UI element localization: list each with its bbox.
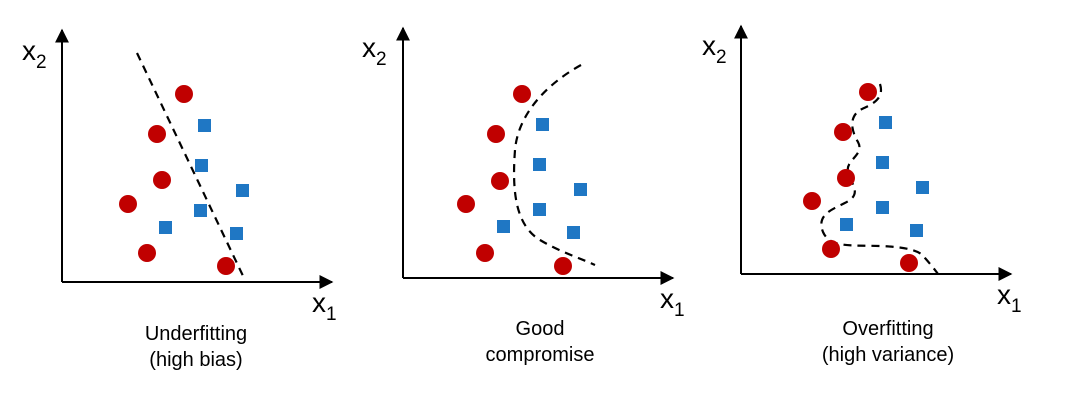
class-b-point — [230, 227, 243, 240]
class-b-point — [236, 184, 249, 197]
class-a-point — [513, 85, 531, 103]
class-b-point — [916, 181, 929, 194]
caption-line-1: Overfitting — [842, 318, 933, 340]
class-b-point — [876, 201, 889, 214]
class-b-point — [567, 226, 580, 239]
caption-line-2: (high variance) — [822, 344, 954, 366]
class-b-point — [195, 159, 208, 172]
class-b-point — [536, 118, 549, 131]
y-axis-label: x2 — [362, 32, 387, 70]
class-a-point — [487, 125, 505, 143]
class-b-point — [574, 183, 587, 196]
class-b-point — [876, 156, 889, 169]
class-a-point — [138, 244, 156, 262]
class-a-point — [834, 123, 852, 141]
class-a-point — [554, 257, 572, 275]
class-a-point — [859, 83, 877, 101]
class-a-point — [837, 169, 855, 187]
class-a-point — [457, 195, 475, 213]
class-a-point — [900, 254, 918, 272]
decision-boundary — [820, 83, 939, 275]
x-axis-label: x1 — [312, 287, 337, 325]
class-a-point — [491, 172, 509, 190]
class-b-point — [840, 218, 853, 231]
panel-overfitting: x2 x1 Overfitting (high variance) — [702, 24, 1022, 366]
class-a-point — [153, 171, 171, 189]
class-a-point — [476, 244, 494, 262]
class-b-point — [533, 203, 546, 216]
class-a-point — [803, 192, 821, 210]
class-a-point — [148, 125, 166, 143]
class-b-point — [194, 204, 207, 217]
x-axis-label: x1 — [660, 283, 685, 321]
class-b-point — [879, 116, 892, 129]
class-a-point — [217, 257, 235, 275]
class-b-point — [910, 224, 923, 237]
decision-boundary — [136, 52, 245, 279]
y-axis-label: x2 — [22, 35, 47, 73]
caption-line-2: compromise — [486, 344, 595, 366]
class-b-point — [198, 119, 211, 132]
panel-underfitting: x2 x1 Underfitting (high bias) — [22, 28, 337, 371]
class-b-point — [497, 220, 510, 233]
class-a-point — [822, 240, 840, 258]
class-a-point — [175, 85, 193, 103]
x-axis-label: x1 — [997, 279, 1022, 317]
class-b-point — [533, 158, 546, 171]
caption-line-2: (high bias) — [149, 349, 242, 371]
panel-good-compromise: x2 x1 Good compromise — [362, 26, 685, 366]
caption-line-1: Underfitting — [145, 323, 247, 345]
y-axis-label: x2 — [702, 30, 727, 68]
class-a-point — [119, 195, 137, 213]
caption-line-1: Good — [516, 318, 565, 340]
class-b-point — [159, 221, 172, 234]
